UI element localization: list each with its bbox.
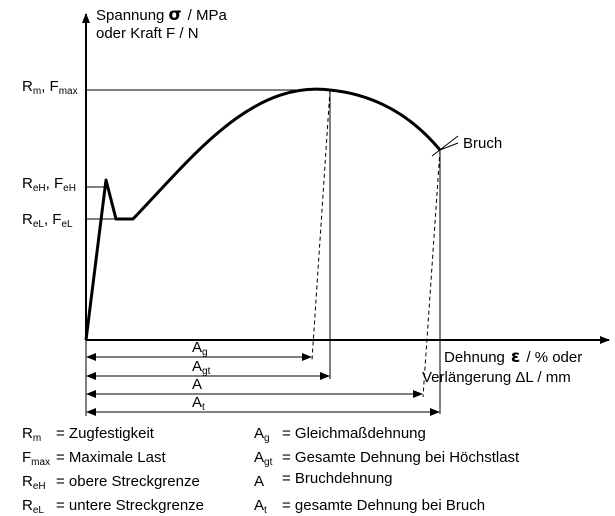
x-axis-label-line1: Dehnung ε / % oder bbox=[444, 347, 582, 367]
legend-right: Ag = Gleichmaßdehnung Agt = Gesamte Dehnun… bbox=[254, 425, 520, 516]
dim-at-label: At bbox=[192, 394, 205, 413]
bruch-mark bbox=[431, 135, 459, 157]
legend-rm: Rm = Zugfestigkeit bbox=[22, 425, 155, 444]
bruch-label: Bruch bbox=[463, 135, 502, 152]
stress-strain-curve bbox=[84, 87, 442, 341]
legend-ag: Ag = Gleichmaßdehnung bbox=[254, 425, 426, 444]
dim-a-label: A bbox=[192, 376, 202, 393]
x-axis-label-line2: Verlängerung ΔL / mm bbox=[422, 369, 571, 386]
legend-a: A = Bruchdehnung bbox=[254, 470, 393, 490]
legend-rel: ReL = untere Streckgrenze bbox=[22, 497, 204, 516]
reh-feh-label: ReH, FeH bbox=[22, 175, 76, 194]
ag-unload-line bbox=[311, 89, 331, 361]
y-axis-label-line2: oder Kraft F / N bbox=[96, 25, 199, 42]
y-axis-label-line1: Spannung σ / MPa bbox=[96, 5, 227, 25]
rel-fel-label: ReL, FeL bbox=[22, 211, 73, 230]
legend-fmax: Fmax = Maximale Last bbox=[22, 449, 166, 468]
dim-agt-label: Agt bbox=[192, 358, 211, 377]
legend-agt: Agt = Gesamte Dehnung bei Höchstlast bbox=[254, 449, 520, 468]
bruch-pointer bbox=[439, 142, 459, 151]
a-unload-line bbox=[422, 149, 441, 398]
rm-fmax-label: Rm, Fmax bbox=[22, 78, 78, 97]
legend-left: Rm = Zugfestigkeit Fmax = Maximale Last Re… bbox=[22, 425, 204, 516]
dim-ag-label: Ag bbox=[192, 339, 208, 358]
legend-reh: ReH = obere Streckgrenze bbox=[22, 473, 200, 492]
legend-at: At = gesamte Dehnung bei Bruch bbox=[254, 497, 485, 516]
